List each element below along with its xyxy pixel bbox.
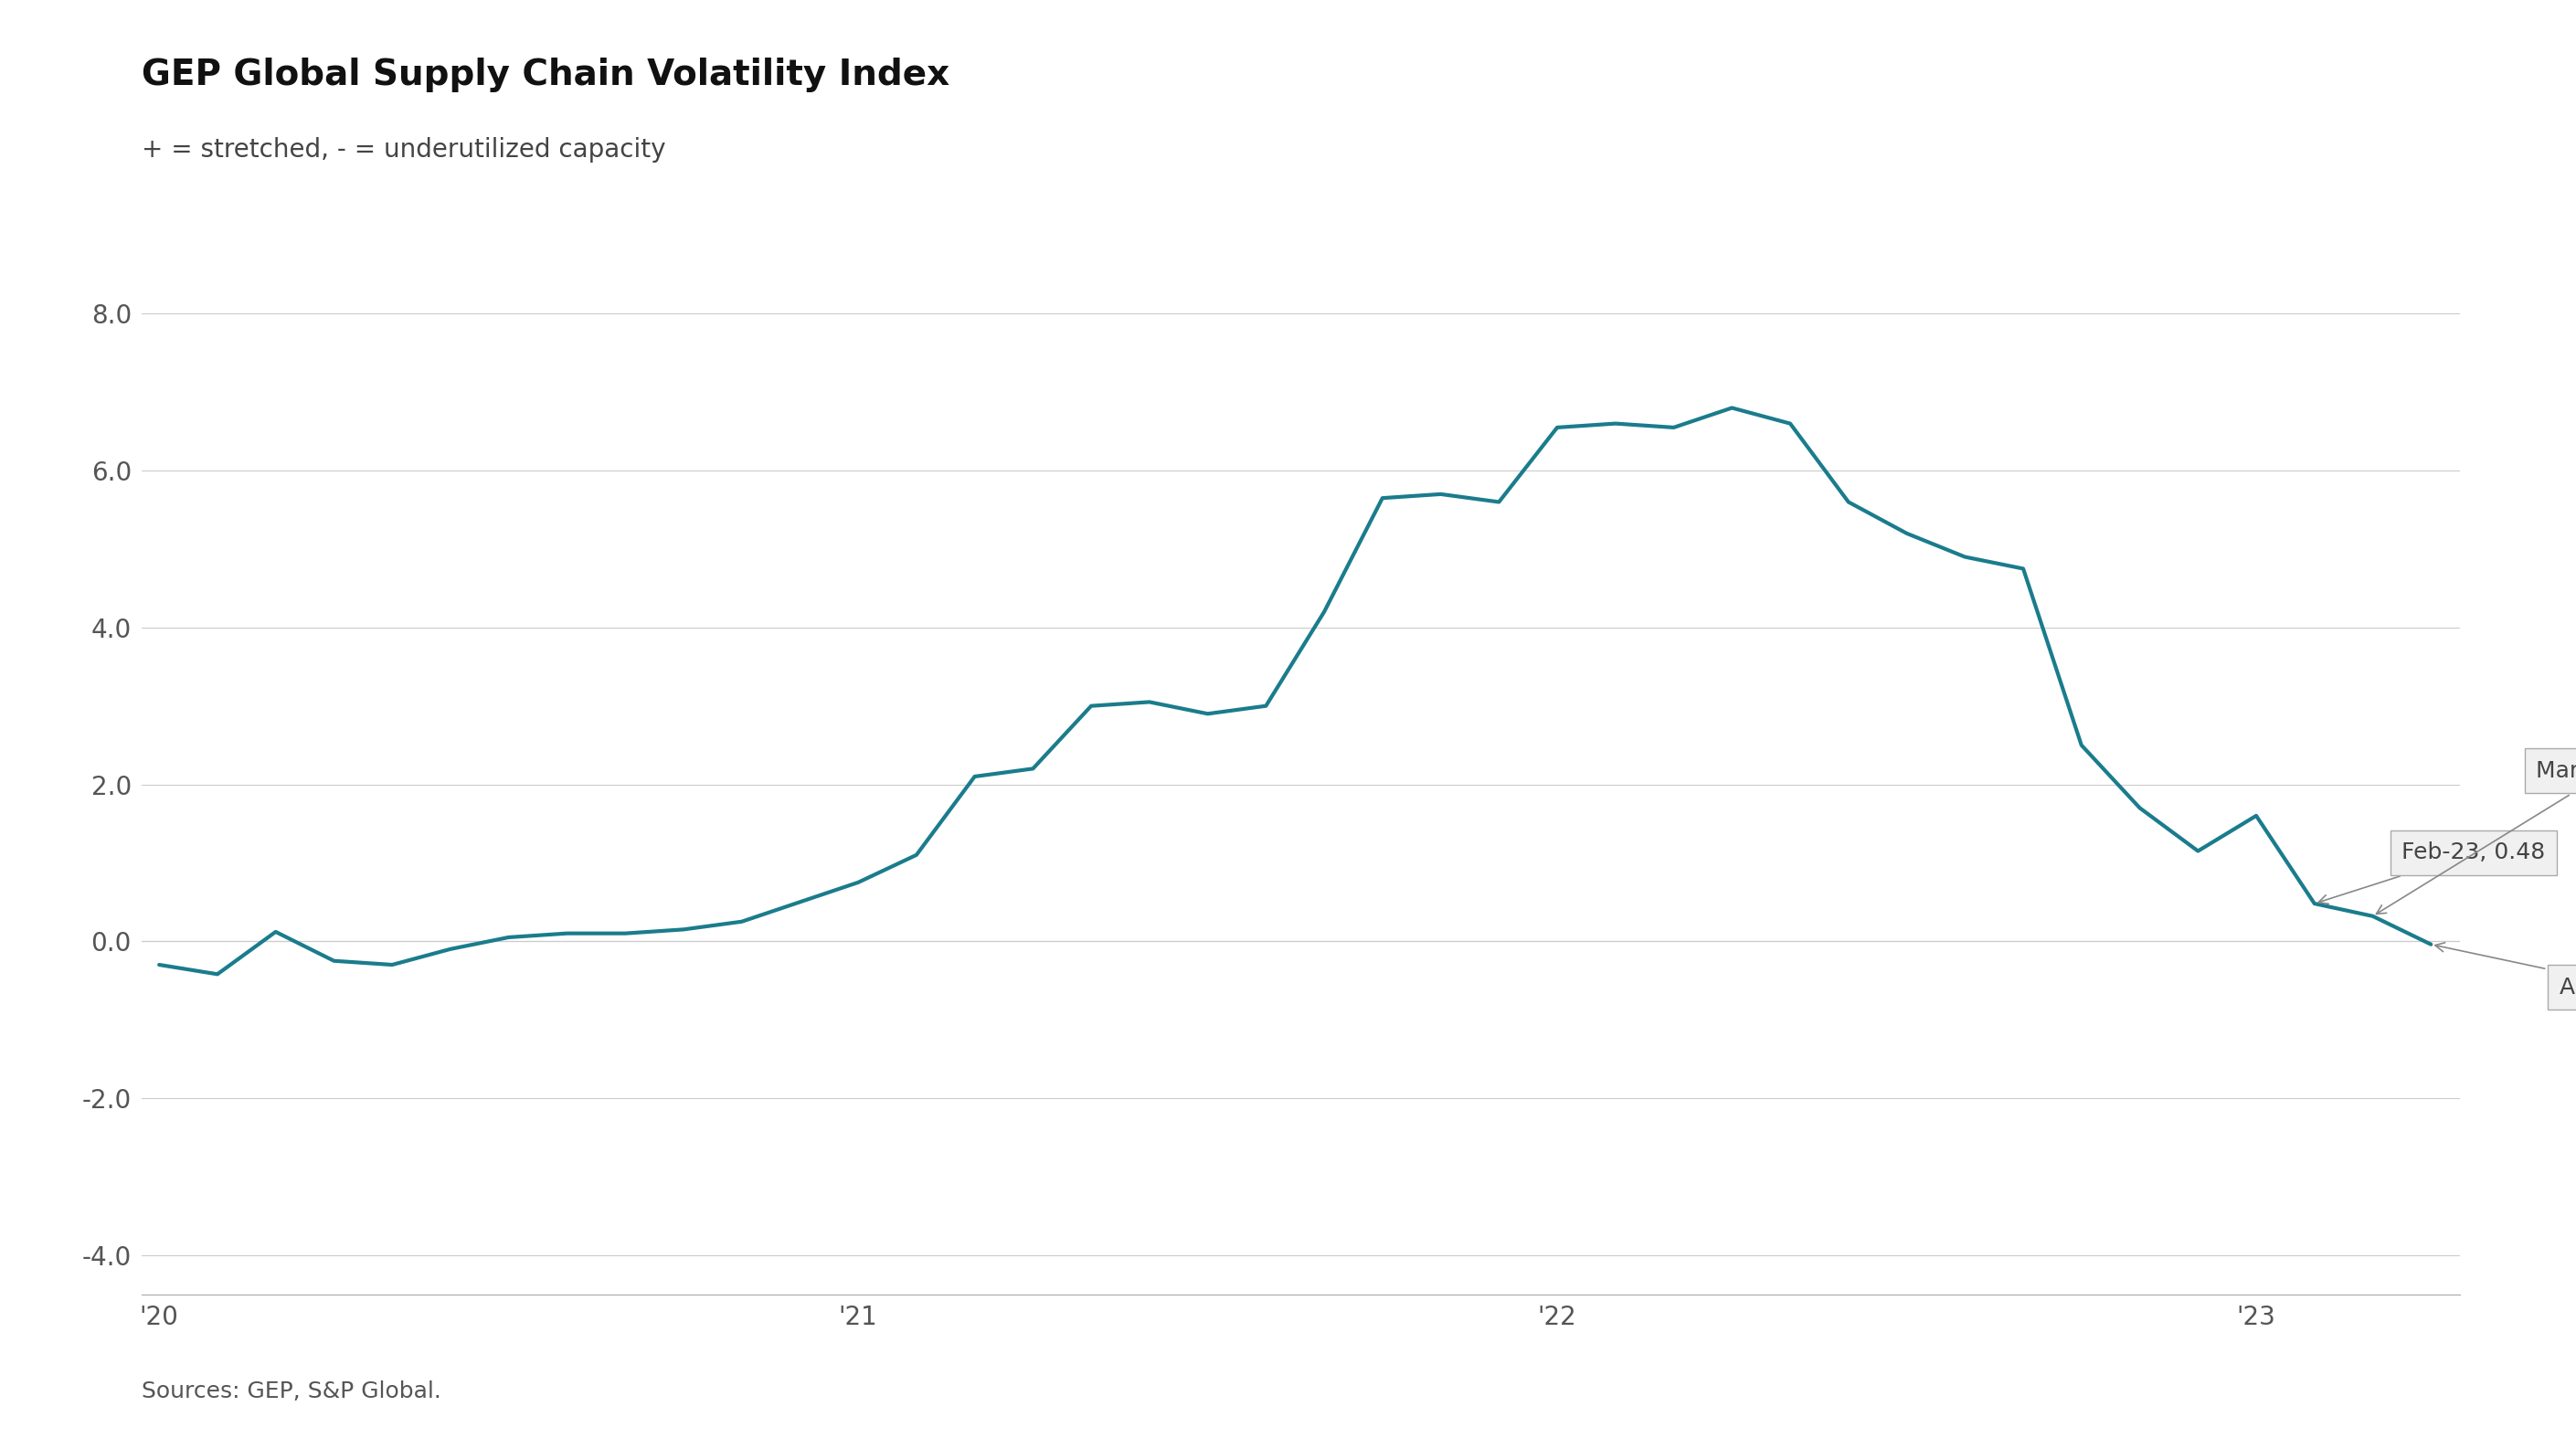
Text: Mar-23, 0.32: Mar-23, 0.32 [2375,761,2576,915]
Text: Apr-23, -0.04: Apr-23, -0.04 [2434,943,2576,998]
Text: + = stretched, - = underutilized capacity: + = stretched, - = underutilized capacit… [142,137,665,162]
Text: Feb-23, 0.48: Feb-23, 0.48 [2318,841,2545,905]
Text: Sources: GEP, S&P Global.: Sources: GEP, S&P Global. [142,1380,440,1402]
Text: GEP Global Supply Chain Volatility Index: GEP Global Supply Chain Volatility Index [142,58,951,92]
